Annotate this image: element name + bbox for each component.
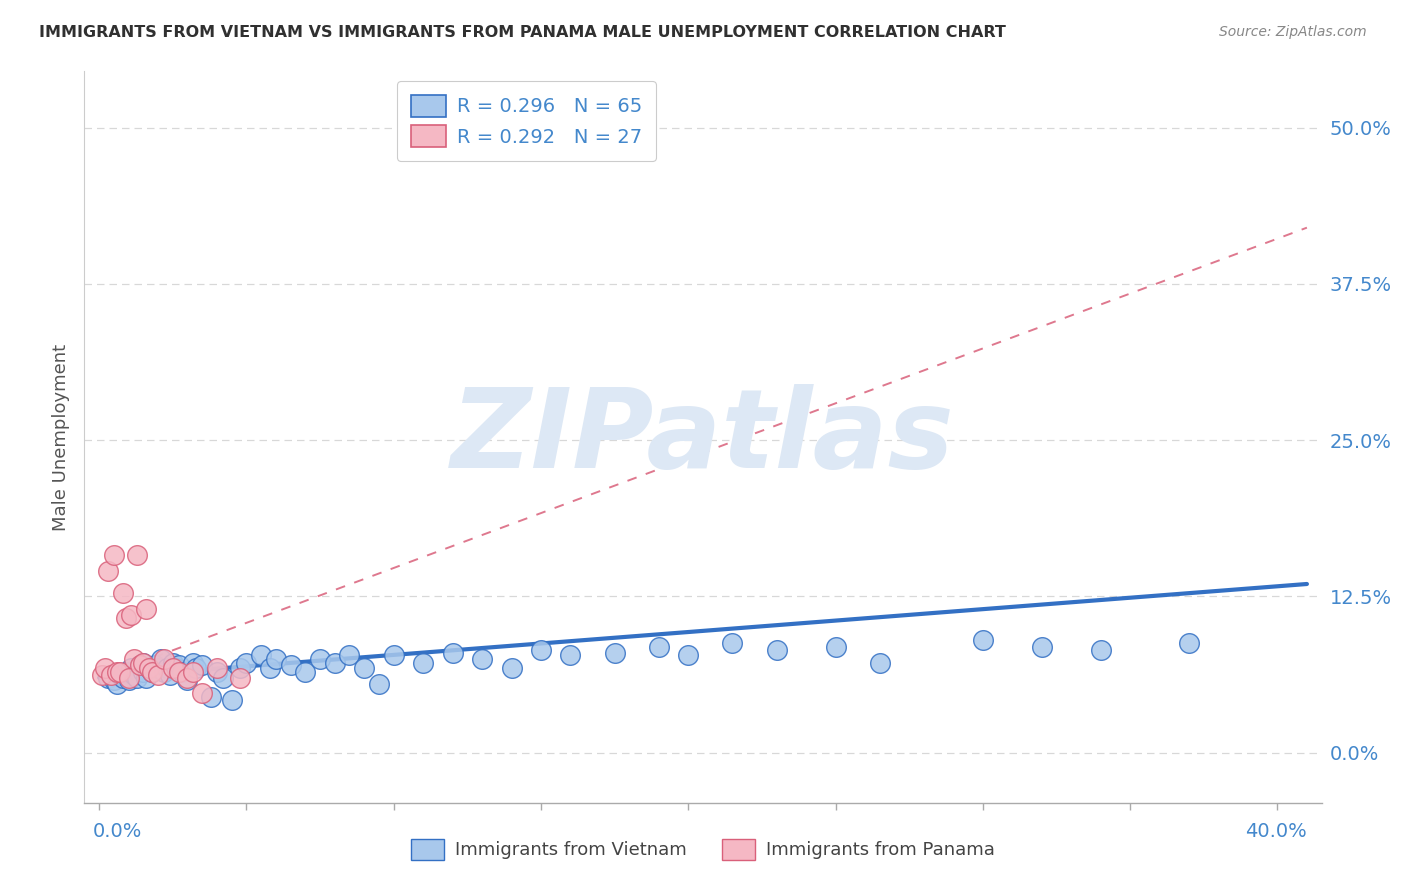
Point [471,652,494,666]
Point [530,643,553,657]
Point [294,665,316,679]
Point [309,652,332,666]
Point [200,690,222,704]
Point [91,668,114,682]
Point [159,668,181,682]
Point [339,648,361,663]
Point [205,661,228,675]
Text: ZIPatlas: ZIPatlas [451,384,955,491]
Point [176,673,198,688]
Point [132,656,155,670]
Point [114,611,136,625]
Point [441,646,464,660]
Point [869,656,891,670]
Point [153,665,176,679]
Point [229,661,252,675]
Point [1178,636,1201,650]
Point [138,661,160,675]
Point [176,671,198,685]
Point [111,671,134,685]
Point [264,652,287,666]
Point [250,648,273,663]
Point [259,661,281,675]
Point [94,661,117,675]
Point [167,665,190,679]
Point [167,658,190,673]
Point [183,665,205,679]
Point [100,668,122,682]
Point [162,661,184,675]
Point [382,648,405,663]
Point [501,661,523,675]
Point [191,658,214,673]
Point [124,652,146,666]
Point [121,608,143,623]
Point [124,668,146,682]
Point [229,671,252,685]
Point [129,658,152,673]
Text: Source: ZipAtlas.com: Source: ZipAtlas.com [1219,25,1367,39]
Point [149,652,172,666]
Legend: Immigrants from Vietnam, Immigrants from Panama: Immigrants from Vietnam, Immigrants from… [404,831,1002,867]
Point [129,658,152,673]
Point [127,671,149,685]
Point [138,661,160,675]
Point [648,640,671,654]
Point [1090,643,1112,657]
Point [205,665,228,679]
Point [97,565,120,579]
Point [111,586,134,600]
Point [121,661,143,675]
Point [156,661,179,675]
Point [235,656,257,670]
Point [146,661,169,675]
Point [108,668,131,682]
Point [162,656,184,670]
Text: 0.0%: 0.0% [93,822,142,840]
Point [560,648,582,663]
Point [127,548,149,562]
Point [186,661,208,675]
Point [368,677,391,691]
Point [191,686,214,700]
Point [132,665,155,679]
Point [108,665,131,679]
Point [323,656,346,670]
Point [183,656,205,670]
Point [103,673,125,688]
Point [105,665,128,679]
Point [1031,640,1053,654]
Point [170,665,193,679]
Point [114,665,136,679]
Point [135,602,157,616]
Text: IMMIGRANTS FROM VIETNAM VS IMMIGRANTS FROM PANAMA MALE UNEMPLOYMENT CORRELATION : IMMIGRANTS FROM VIETNAM VS IMMIGRANTS FR… [39,25,1007,40]
Point [765,643,787,657]
Point [97,671,120,685]
Point [105,677,128,691]
Point [280,658,302,673]
Point [146,668,169,682]
Point [132,656,155,670]
Text: 40.0%: 40.0% [1246,822,1308,840]
Point [153,652,176,666]
Point [603,646,626,660]
Point [353,661,375,675]
Point [165,661,187,675]
Point [824,640,846,654]
Point [211,671,233,685]
Point [135,671,157,685]
Point [117,671,139,685]
Y-axis label: Male Unemployment: Male Unemployment [52,343,70,531]
Point [972,633,994,648]
Point [141,665,163,679]
Point [103,548,125,562]
Point [721,636,744,650]
Point [678,648,700,663]
Point [221,693,243,707]
Point [412,656,434,670]
Point [143,658,166,673]
Point [117,673,139,688]
Point [141,665,163,679]
